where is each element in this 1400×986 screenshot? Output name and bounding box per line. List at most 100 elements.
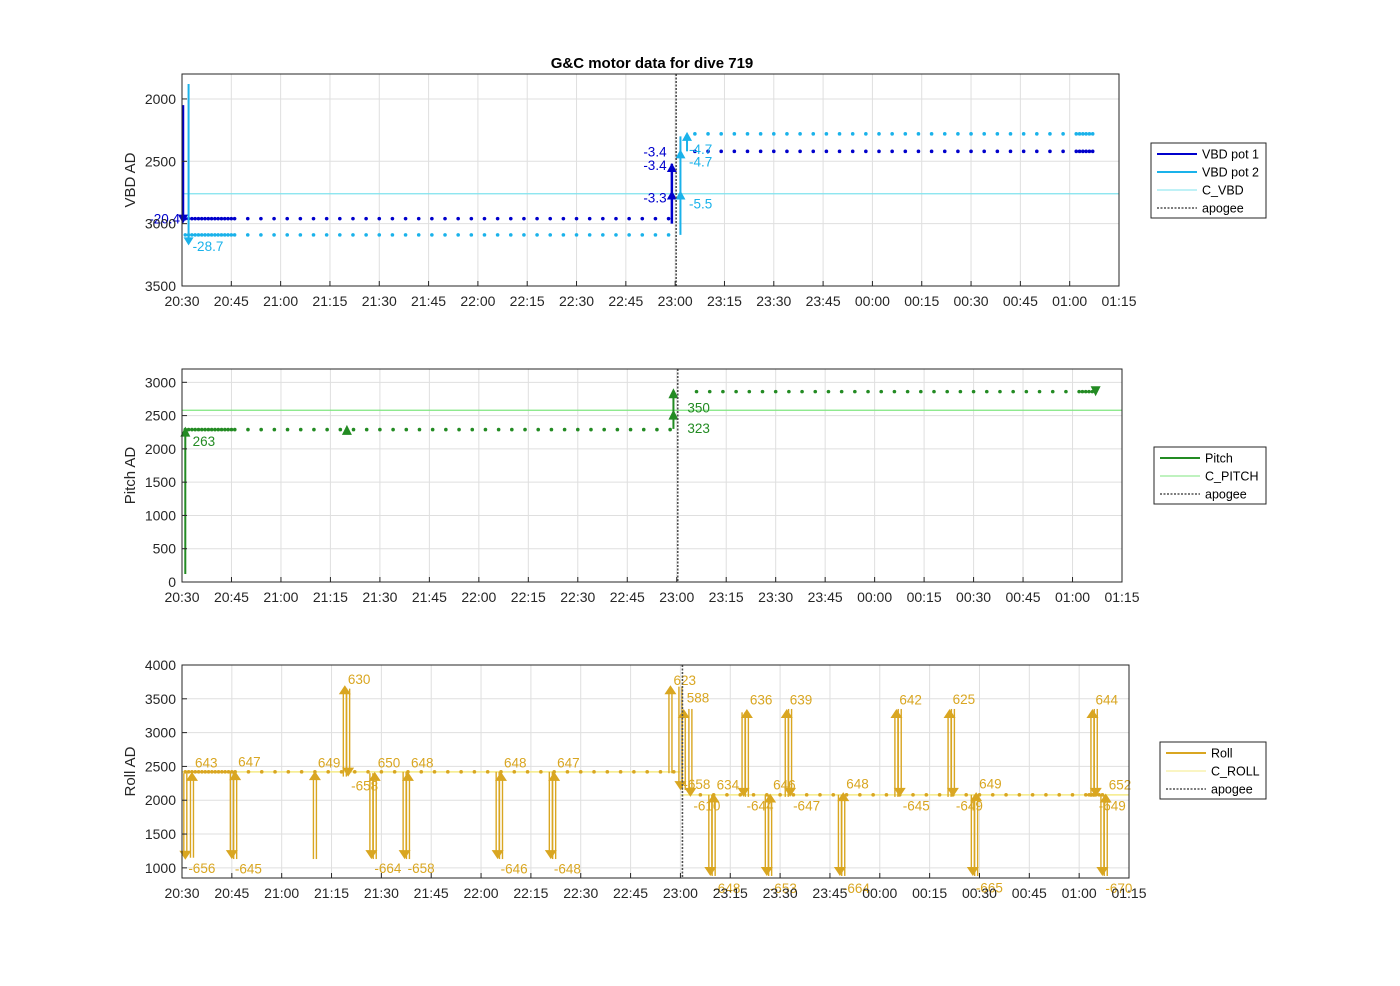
roll-arrowhead bbox=[225, 850, 238, 860]
y-axis-label: Roll AD bbox=[122, 746, 139, 796]
data-point bbox=[536, 427, 541, 432]
y-tick-label: 2000 bbox=[145, 91, 176, 107]
data-point bbox=[971, 389, 976, 394]
y-tick-label: 500 bbox=[153, 541, 177, 557]
data-point bbox=[183, 770, 188, 774]
roll-arrowhead bbox=[1086, 708, 1099, 718]
y-tick-label: 2500 bbox=[145, 758, 176, 774]
data-point bbox=[470, 427, 475, 432]
roll-arrowhead bbox=[229, 771, 242, 781]
data-point bbox=[929, 132, 934, 136]
y-tick-label: 2500 bbox=[145, 408, 176, 424]
roll-arrowhead bbox=[548, 771, 561, 781]
roll-annotation: -658 bbox=[408, 861, 435, 876]
axes-box bbox=[181, 368, 1123, 583]
data-point bbox=[206, 216, 211, 221]
data-point bbox=[1050, 389, 1055, 394]
data-point bbox=[186, 427, 191, 432]
x-tick-label: 20:30 bbox=[164, 293, 199, 309]
data-point bbox=[203, 216, 207, 221]
x-tick-label: 21:15 bbox=[313, 589, 348, 605]
data-point bbox=[443, 233, 447, 237]
roll-annotation: -645 bbox=[903, 799, 930, 814]
roll-arrowhead bbox=[943, 708, 956, 718]
roll-arrowhead bbox=[368, 771, 381, 781]
data-point bbox=[771, 132, 776, 136]
data-point bbox=[1090, 149, 1095, 154]
data-point bbox=[1081, 132, 1085, 136]
data-point bbox=[824, 132, 829, 136]
roll-arrowhead bbox=[764, 793, 777, 803]
vbd2-arrowhead bbox=[183, 237, 194, 246]
data-point bbox=[1077, 389, 1081, 394]
roll-arrowhead bbox=[684, 787, 697, 797]
data-point bbox=[193, 770, 198, 774]
data-point bbox=[1070, 793, 1075, 797]
roll-arrowhead bbox=[494, 771, 507, 781]
data-point bbox=[721, 389, 725, 394]
data-point bbox=[190, 216, 194, 221]
data-point bbox=[826, 389, 831, 394]
data-point bbox=[351, 216, 355, 221]
data-point bbox=[747, 389, 752, 394]
legend-label: apogee bbox=[1202, 202, 1244, 216]
roll-annotation: 639 bbox=[790, 692, 813, 707]
data-point bbox=[995, 149, 1000, 154]
data-point bbox=[378, 427, 382, 432]
data-point bbox=[483, 427, 488, 432]
data-point bbox=[216, 770, 221, 774]
x-tick-label: 22:30 bbox=[563, 885, 598, 901]
data-point bbox=[942, 132, 947, 136]
x-tick-label: 21:45 bbox=[414, 885, 449, 901]
roll-annotation: 649 bbox=[979, 776, 1002, 791]
data-point bbox=[548, 233, 553, 237]
data-point bbox=[510, 427, 514, 432]
data-point bbox=[798, 132, 802, 136]
x-tick-label: 00:45 bbox=[1006, 589, 1041, 605]
data-point bbox=[196, 233, 201, 237]
data-point bbox=[548, 216, 553, 221]
x-tick-label: 01:15 bbox=[1104, 589, 1139, 605]
legend-label: Pitch bbox=[1205, 452, 1233, 466]
roll-annotation: -645 bbox=[235, 862, 262, 877]
data-point bbox=[956, 149, 960, 154]
x-tick-label: 01:00 bbox=[1062, 885, 1097, 901]
axes-box bbox=[181, 664, 1130, 879]
x-tick-label: 00:15 bbox=[904, 293, 939, 309]
legend-label: C_PITCH bbox=[1205, 470, 1258, 484]
data-point bbox=[508, 233, 513, 237]
data-point bbox=[259, 770, 264, 774]
data-point bbox=[206, 427, 211, 432]
data-point bbox=[1083, 389, 1088, 394]
data-point bbox=[982, 132, 987, 136]
data-point bbox=[1087, 793, 1091, 797]
data-point bbox=[758, 132, 763, 136]
x-tick-label: 23:30 bbox=[763, 885, 798, 901]
data-point bbox=[561, 233, 566, 237]
data-point bbox=[605, 770, 610, 774]
data-point bbox=[209, 233, 214, 237]
data-point bbox=[508, 216, 513, 221]
data-point bbox=[864, 149, 868, 154]
roll-annotation: 642 bbox=[899, 692, 922, 707]
x-tick-label: 22:00 bbox=[464, 885, 499, 901]
data-point bbox=[364, 427, 369, 432]
y-tick-label: 2500 bbox=[145, 153, 176, 169]
data-point bbox=[589, 427, 593, 432]
data-point bbox=[877, 149, 881, 154]
y-tick-label: 3000 bbox=[145, 725, 176, 741]
x-tick-label: 22:45 bbox=[610, 589, 645, 605]
data-point bbox=[535, 233, 539, 237]
x-tick-label: 23:15 bbox=[709, 589, 744, 605]
roll-annotation: 625 bbox=[953, 692, 976, 707]
data-point bbox=[339, 770, 344, 774]
data-point bbox=[220, 770, 224, 774]
data-point bbox=[190, 427, 194, 432]
data-point bbox=[798, 149, 802, 154]
y-tick-label: 3500 bbox=[145, 691, 176, 707]
pitch-arrowhead bbox=[1090, 386, 1101, 397]
y-tick-label: 1000 bbox=[145, 860, 176, 876]
data-point bbox=[706, 149, 710, 154]
x-tick-label: 00:00 bbox=[855, 293, 890, 309]
